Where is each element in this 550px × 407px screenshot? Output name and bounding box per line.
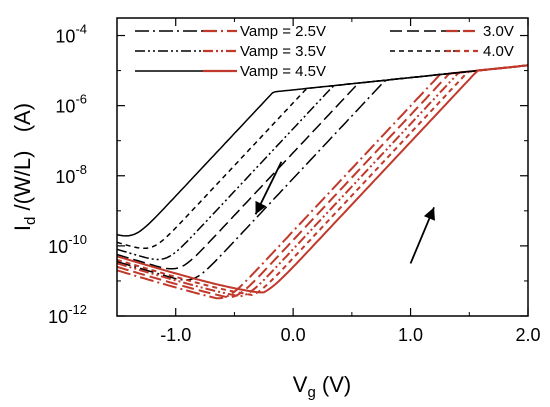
legend-label-3: Vamp = 3.5V (240, 43, 326, 60)
series-line-2-backward (117, 64, 528, 270)
y-tick-label: 10-4 (55, 22, 87, 47)
arrow-backward-sweep-head (255, 200, 267, 215)
arrow-forward-sweep-head (423, 207, 435, 221)
y-tick-label: 10-10 (48, 232, 87, 257)
series-line-3-backward (117, 64, 528, 261)
y-tick-label: 10-12 (48, 302, 87, 327)
legend: Vamp = 2.5V 3.0V Vamp = 3.5V 4.0V Vamp = 4.5… (135, 23, 514, 80)
series-line-4-forward (117, 64, 528, 297)
legend-label-4: 4.0V (483, 43, 514, 60)
legend-label-1: Vamp = 2.5V (240, 23, 326, 40)
series-line-4-backward (117, 64, 528, 250)
x-axis-label: Vg (V) (293, 372, 351, 401)
x-tick-label: 1.0 (398, 325, 423, 345)
legend-label-2: 3.0V (483, 23, 514, 40)
x-tick-label: 0.0 (281, 325, 306, 345)
series-line-1-backward (117, 64, 528, 281)
x-tick-label: -1.0 (160, 325, 191, 345)
series-line-5-backward (117, 64, 528, 237)
y-tick-label: 10-8 (55, 162, 87, 187)
y-tick-label: 10-6 (55, 92, 87, 117)
legend-label-5: Vamp = 4.5V (240, 63, 326, 80)
series-line-5-forward (117, 64, 528, 294)
series-layer (117, 64, 528, 300)
y-axis-label: Id /(W/L) (A) (10, 103, 39, 231)
sweep-arrows (254, 161, 435, 264)
series-line-1-forward (117, 64, 528, 300)
plot-frame (116, 17, 529, 317)
ticks-layer: -1.0 0.0 1.0 2.0 10-12 10-10 10-8 10-6 10-4 (48, 18, 541, 345)
x-tick-label: 2.0 (515, 325, 540, 345)
series-line-2-forward (117, 64, 528, 299)
series-line-3-forward (117, 64, 528, 298)
